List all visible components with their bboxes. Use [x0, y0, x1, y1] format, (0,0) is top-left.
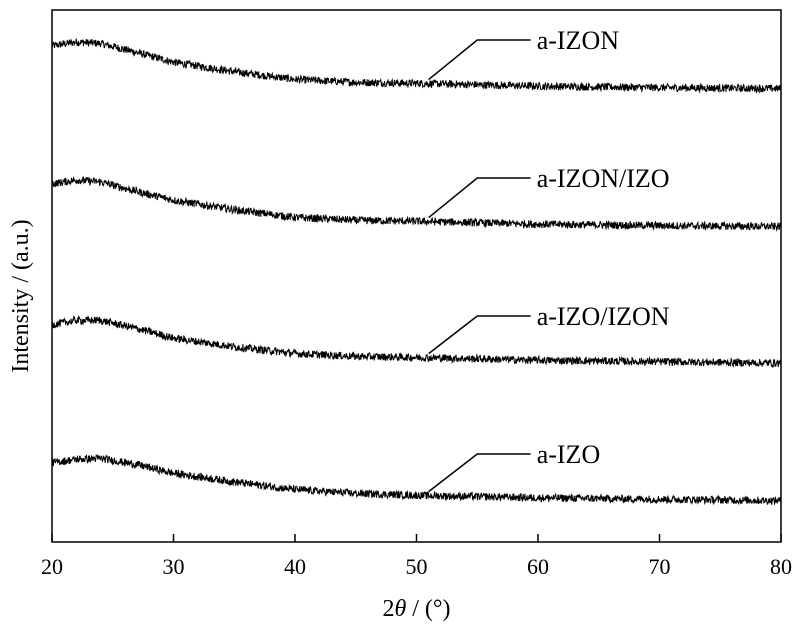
y-axis-label: Intensity / (a.u.) [8, 219, 34, 372]
series-leader-2 [428, 177, 531, 219]
series-layer: a-IZON a-IZON/IZO a-IZO/IZON a-IZO [51, 26, 782, 506]
x-axis-label-symbol: θ [394, 596, 406, 622]
series-leader-4 [428, 453, 531, 493]
series-line-2 [51, 176, 782, 232]
x-tick-label-50: 50 [406, 554, 428, 579]
x-tick-label-80: 80 [770, 554, 792, 579]
series-line-3 [51, 314, 782, 369]
series-label-1: a-IZON [537, 26, 620, 55]
x-axis-label-prefix: 2 [382, 596, 394, 622]
series-leader-3 [428, 315, 531, 355]
x-tick-label-40: 40 [284, 554, 306, 579]
plot-frame [51, 9, 782, 543]
series-line-4 [51, 453, 782, 506]
series-label-4: a-IZO [537, 440, 601, 469]
x-tick-label-20: 20 [41, 554, 63, 579]
series-leader-1 [428, 39, 531, 81]
series-line-1 [51, 38, 782, 95]
series-label-3: a-IZO/IZON [537, 302, 670, 331]
x-axis-label-suffix: / (°) [406, 596, 450, 622]
x-tick-label-30: 30 [163, 554, 185, 579]
x-axis-label: 2θ / (°) [382, 596, 450, 622]
x-tick-label-60: 60 [527, 554, 549, 579]
series-label-2: a-IZON/IZO [537, 164, 670, 193]
tick-layer: 20 30 40 50 60 70 80 [41, 534, 792, 579]
x-tick-label-70: 70 [649, 554, 671, 579]
